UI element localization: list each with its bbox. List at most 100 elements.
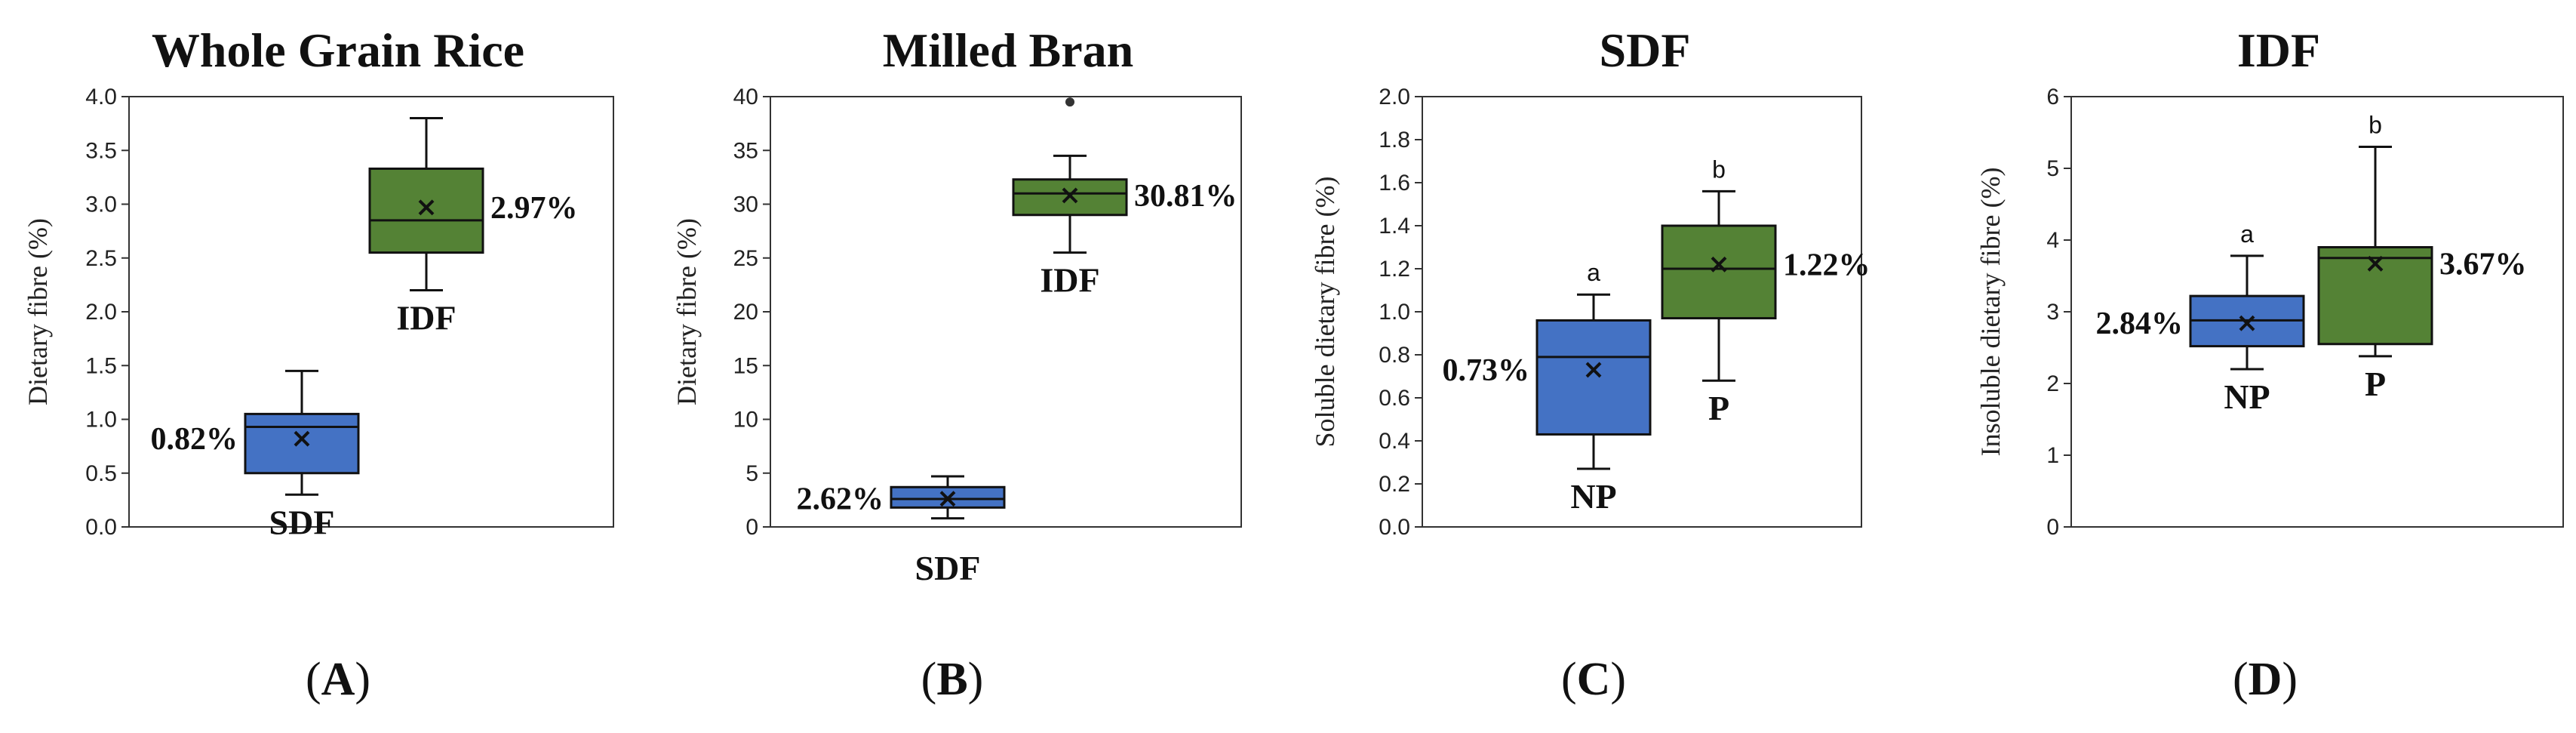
- mean-marker: [1711, 256, 1727, 273]
- panel-b-y-axis-label: Dietary fibre (%): [672, 218, 702, 405]
- category-label: NP: [2224, 377, 2270, 416]
- panel-d: IDF Insoluble dietary fibre (%) 0123456 …: [1975, 23, 2564, 705]
- y-tick-label: 6: [2046, 85, 2059, 109]
- panel-c-label: (C): [1561, 654, 1626, 705]
- y-tick-label: 2.5: [85, 246, 117, 271]
- y-tick-label: 0.0: [85, 515, 117, 540]
- y-tick-label: 1.8: [1379, 128, 1410, 152]
- y-tick-label: 2.0: [1379, 85, 1410, 109]
- category-label: IDF: [396, 299, 456, 337]
- mean-percent-label: 30.81%: [1134, 179, 1237, 214]
- y-tick-label: 15: [733, 353, 758, 378]
- panel-b-boxes: 2.62% SDF 30.81% IDF: [797, 97, 1237, 587]
- panel-b: Milled Bran Dietary fibre (%) 0 5 10 15 20 25…: [672, 23, 1242, 705]
- mean-marker: [294, 430, 310, 447]
- panel-a-letter: A: [321, 654, 355, 705]
- y-tick-label: 3.0: [85, 192, 117, 217]
- y-tick-label: 0.0: [1379, 515, 1410, 540]
- category-label: P: [1708, 389, 1729, 427]
- y-tick-label: 1.2: [1379, 257, 1410, 282]
- panel-b-plot-frame: [770, 96, 1242, 528]
- panel-d-letter: D: [2249, 654, 2282, 705]
- mean-percent-label: 2.62%: [797, 482, 884, 517]
- significance-letter: b: [1712, 156, 1726, 183]
- iqr-box: [1535, 319, 1652, 436]
- panel-b-letter: B: [936, 654, 967, 705]
- y-tick-label: 10: [733, 408, 758, 433]
- panel-b-title: Milled Bran: [883, 23, 1133, 77]
- category-label: SDF: [915, 549, 981, 587]
- category-label: NP: [1570, 477, 1616, 516]
- panel-c-letter: C: [1577, 654, 1611, 705]
- panel-c-y-axis-label: Soluble dietary fibre (%): [1310, 177, 1340, 448]
- y-tick-label: 0.8: [1379, 343, 1410, 368]
- mean-marker: [2367, 255, 2384, 272]
- y-tick-label: 4.0: [85, 85, 117, 109]
- mean-marker: [939, 491, 956, 507]
- y-tick-label: 20: [733, 300, 758, 325]
- category-label: SDF: [269, 503, 335, 541]
- y-tick-label: 2: [2046, 371, 2059, 396]
- panel-a-plot-frame: [128, 96, 614, 528]
- y-tick-label: 0.6: [1379, 386, 1410, 411]
- panel-d-y-axis-label: Insoluble dietary fibre (%): [1975, 168, 2006, 457]
- y-tick-label: 3.5: [85, 138, 117, 163]
- box-sdf: 0.82% SDF: [151, 369, 360, 541]
- category-label: IDF: [1040, 261, 1099, 300]
- y-tick-label: 0.4: [1379, 429, 1410, 454]
- outlier-point: [1065, 97, 1074, 107]
- panel-b-y-ticks: 0 5 10 15 20 25 30 35 40: [733, 85, 770, 540]
- y-tick-label: 2.0: [85, 300, 117, 325]
- panel-a: Whole Grain Rice Dietary fibre (%) 0.00.…: [23, 23, 614, 705]
- y-tick-label: 3: [2046, 300, 2059, 325]
- significance-letter: b: [2369, 112, 2382, 139]
- y-tick-label: 1: [2046, 443, 2059, 468]
- panel-c-title: SDF: [1600, 23, 1691, 77]
- mean-percent-label: 2.97%: [490, 191, 578, 226]
- mean-marker: [2239, 315, 2255, 331]
- mean-marker: [1062, 187, 1078, 204]
- significance-letter: a: [1587, 259, 1600, 286]
- panel-b-label: (B): [921, 654, 984, 705]
- box-idf: 2.97% IDF: [368, 117, 578, 337]
- y-tick-label: 25: [733, 246, 758, 271]
- y-tick-label: 30: [733, 192, 758, 217]
- panel-a-label: (A): [306, 654, 370, 705]
- y-tick-label: 1.6: [1379, 171, 1410, 196]
- panel-a-y-ticks: 0.0 0.5 1.0 1.5 2.0 2.5 3.0 3.5 4.0: [85, 85, 129, 540]
- y-tick-label: 0: [745, 515, 758, 540]
- y-tick-label: 1.5: [85, 353, 117, 378]
- y-tick-label: 1.4: [1379, 214, 1410, 239]
- y-tick-label: 4: [2046, 228, 2059, 253]
- mean-marker: [1585, 362, 1602, 378]
- iqr-box: [244, 412, 360, 475]
- iqr-box: [1012, 178, 1128, 217]
- y-tick-label: 0.2: [1379, 472, 1410, 497]
- box-p: b 3.67% P: [2317, 112, 2527, 403]
- panel-d-y-ticks: 0 1 2 3 4 5 6: [2046, 85, 2071, 540]
- panel-d-boxes: a 2.84% NP b 3.67% P: [2096, 112, 2527, 417]
- panel-d-title: IDF: [2237, 23, 2320, 77]
- mean-percent-label: 3.67%: [2439, 247, 2527, 282]
- mean-percent-label: 0.73%: [1443, 353, 1530, 388]
- panel-a-y-axis-label: Dietary fibre (%): [23, 218, 53, 405]
- panel-d-label: (D): [2233, 654, 2298, 705]
- panel-c: SDF Soluble dietary fibre (%) 0.0 0.2 0.4 0…: [1310, 23, 1871, 705]
- iqr-box: [1661, 224, 1777, 320]
- y-tick-label: 0.5: [85, 461, 117, 486]
- y-tick-label: 40: [733, 85, 758, 109]
- panel-a-title: Whole Grain Rice: [152, 23, 524, 77]
- box-idf: 30.81% IDF: [1012, 97, 1237, 300]
- panel-a-boxes: 0.82% SDF 2.97% IDF: [151, 117, 578, 541]
- panel-c-boxes: a 0.73% NP b 1.22% P: [1443, 156, 1871, 516]
- category-label: P: [2365, 365, 2386, 403]
- box-np: a 0.73% NP: [1443, 259, 1652, 516]
- mean-marker: [418, 199, 435, 216]
- box-np: a 2.84% NP: [2096, 220, 2305, 416]
- y-tick-label: 1.0: [85, 408, 117, 433]
- y-tick-label: 1.0: [1379, 300, 1410, 325]
- box-p: b 1.22% P: [1661, 156, 1871, 427]
- y-tick-label: 5: [2046, 156, 2059, 181]
- iqr-box: [368, 167, 484, 254]
